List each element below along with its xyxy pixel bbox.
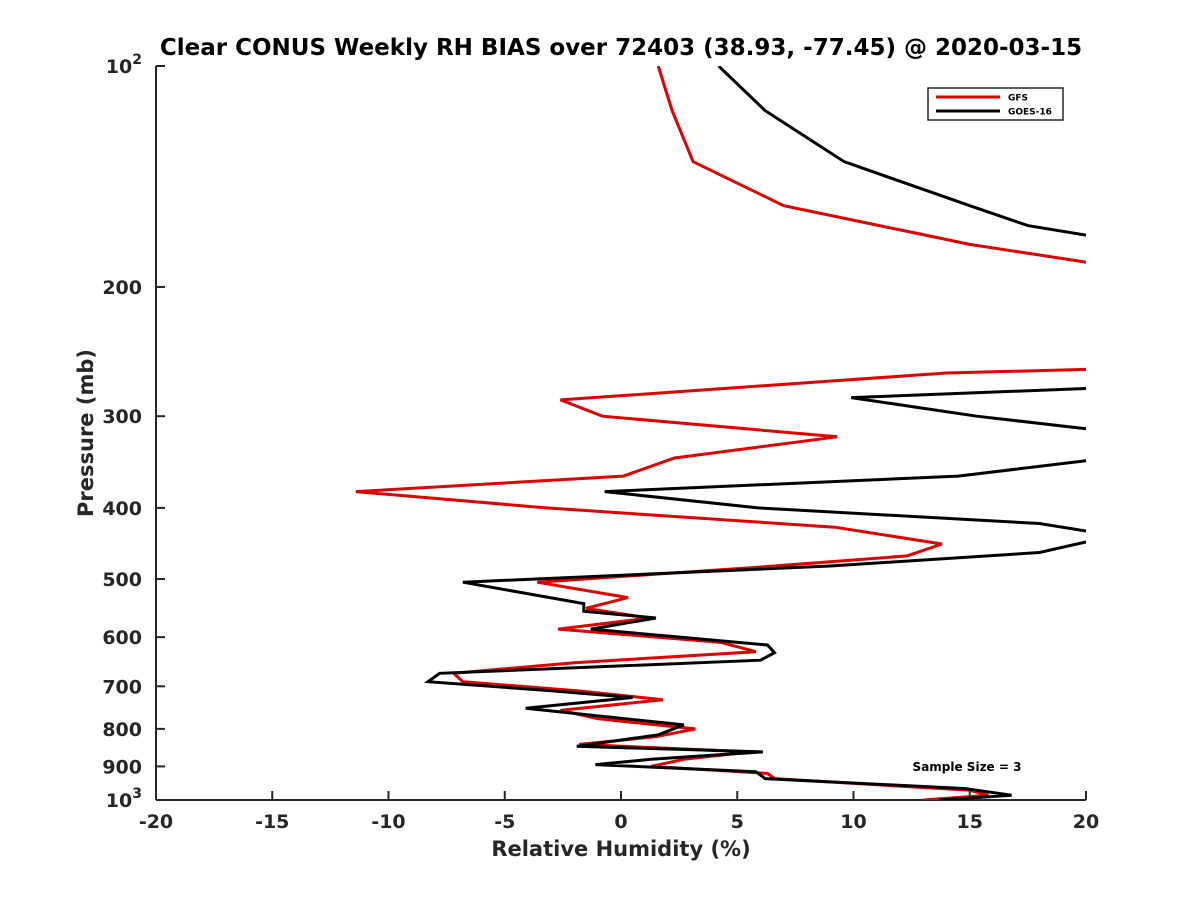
legend-label: GOES-16 [1008, 108, 1052, 118]
y-tick-label: 800 [102, 719, 142, 741]
plot-area: -20 -15 -10 -5 0 5 10 15 20 102 200 300 400 500 600 700… [102, 52, 1099, 833]
x-axis-title: Relative Humidity (%) [491, 837, 750, 861]
legend-box [927, 87, 1064, 121]
x-tick-label: -15 [255, 811, 289, 833]
chart-title: Clear CONUS Weekly RH BIAS over 72403 (3… [160, 35, 1082, 61]
series-line-goes-16 [423, 66, 1086, 800]
y-tick-label: 900 [102, 756, 142, 778]
y-tick-label: 200 [102, 277, 142, 299]
y-tick-label: 500 [102, 569, 142, 591]
y-tick-label: 700 [102, 676, 142, 698]
x-tick-label: 15 [957, 811, 983, 833]
x-tick-label: -20 [139, 811, 173, 833]
y-tick-label: 102 [106, 52, 142, 78]
x-tick-label: -10 [371, 811, 405, 833]
x-tick-label: 10 [840, 811, 866, 833]
legend: GFS GOES-16 [927, 87, 1064, 121]
y-tick-label: 600 [102, 627, 142, 649]
y-tick-label: 103 [106, 786, 142, 812]
y-axis-title: Pressure (mb) [74, 349, 98, 517]
x-tick-label: -5 [494, 811, 515, 833]
x-tick-label: 5 [731, 811, 744, 833]
x-tick-label: 0 [614, 811, 627, 833]
x-tick-label: 20 [1073, 811, 1099, 833]
sample-size-annotation: Sample Size = 3 [913, 760, 1022, 774]
y-tick-label: 400 [102, 498, 142, 520]
y-tick-label: 300 [102, 406, 142, 428]
legend-label: GFS [1008, 94, 1028, 104]
